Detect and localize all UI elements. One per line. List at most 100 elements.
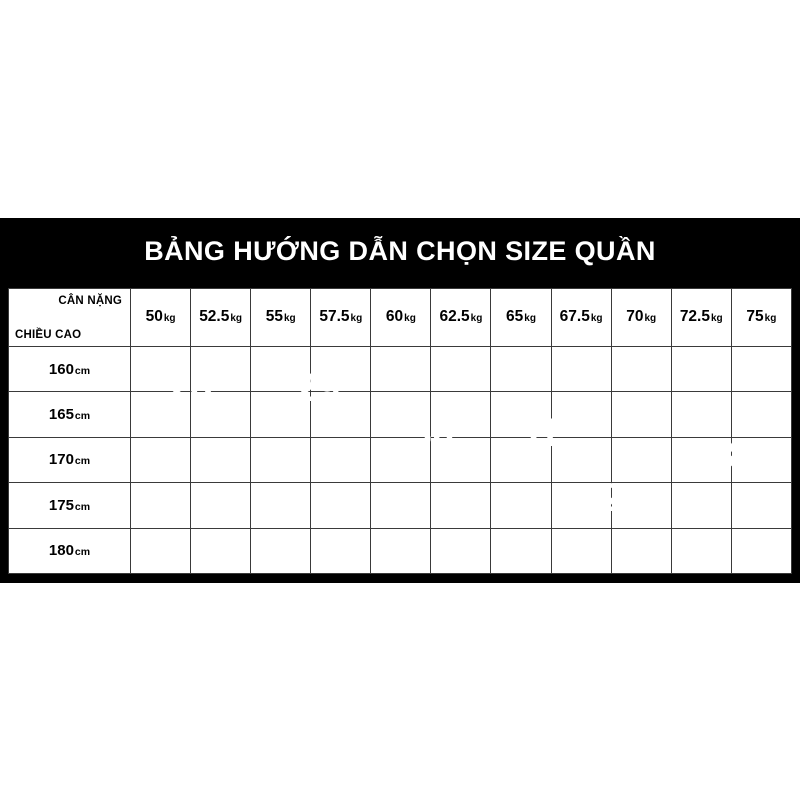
size-cell-165cm-62.5kg[interactable]: [430, 391, 492, 438]
column-header-weight-52.5: 52.5kg: [190, 288, 252, 347]
weight-unit: kg: [710, 313, 723, 325]
size-cell-160cm-60kg[interactable]: [370, 345, 432, 393]
column-header-weight-65: 65kg: [490, 288, 552, 347]
table-row: 170cm: [8, 436, 793, 484]
size-cell-160cm-65kg[interactable]: [490, 345, 552, 393]
size-cell-170cm-75kg[interactable]: [730, 436, 793, 484]
size-cell-165cm-60kg[interactable]: [370, 391, 432, 438]
weight-value: 60: [385, 308, 404, 326]
size-cell-180cm-75kg[interactable]: [730, 527, 793, 574]
size-cell-160cm-62.5kg[interactable]: [430, 345, 492, 393]
size-cell-180cm-60kg[interactable]: [370, 527, 432, 574]
size-cell-160cm-75kg[interactable]: [730, 345, 793, 393]
size-cell-165cm-70kg[interactable]: [610, 391, 672, 438]
weight-unit: kg: [764, 313, 777, 325]
weight-unit: kg: [590, 313, 603, 325]
size-cell-180cm-52.5kg[interactable]: [190, 527, 252, 574]
size-cell-175cm-65kg[interactable]: [490, 482, 552, 529]
size-cell-165cm-55kg[interactable]: [250, 391, 312, 438]
size-cell-175cm-50kg[interactable]: [129, 482, 192, 529]
height-unit: cm: [74, 500, 91, 513]
row-header-height-175: 175cm: [8, 482, 131, 529]
size-cell-175cm-70kg[interactable]: [610, 482, 672, 529]
size-cell-165cm-50kg[interactable]: [129, 391, 192, 438]
weight-value: 62.5: [439, 308, 470, 326]
height-value: 160: [48, 360, 74, 378]
column-header-weight-55: 55kg: [250, 288, 312, 347]
size-cell-175cm-67.5kg[interactable]: [550, 482, 612, 529]
weight-unit: kg: [524, 313, 536, 325]
column-header-weight-62.5: 62.5kg: [430, 288, 492, 347]
size-cell-170cm-50kg[interactable]: [129, 436, 192, 484]
column-header-weight-70: 70kg: [610, 288, 672, 347]
size-cell-170cm-67.5kg[interactable]: [550, 436, 612, 484]
size-cell-165cm-65kg[interactable]: [490, 391, 552, 438]
weight-unit: kg: [283, 313, 296, 325]
size-cell-180cm-55kg[interactable]: [250, 527, 312, 574]
table-row: 175cm: [8, 482, 793, 529]
column-header-weight-72.5: 72.5kg: [670, 288, 732, 347]
weight-value: 65: [506, 308, 524, 326]
size-table: CÂN NẶNG CHIỀU CAO 50kg 52.5kg 55kg 57.5kg 60k…: [8, 288, 793, 574]
table-header-row: CÂN NẶNG CHIỀU CAO 50kg 52.5kg 55kg 57.5kg 60k…: [8, 288, 793, 347]
size-cell-175cm-52.5kg[interactable]: [190, 482, 252, 529]
size-cell-180cm-70kg[interactable]: [610, 527, 672, 574]
height-value: 165: [48, 405, 74, 423]
size-cell-165cm-52.5kg[interactable]: [190, 391, 252, 438]
size-cell-165cm-72.5kg[interactable]: [670, 391, 732, 438]
weight-value: 67.5: [559, 308, 590, 326]
column-header-weight-57.5: 57.5kg: [310, 288, 372, 347]
size-cell-160cm-72.5kg[interactable]: [670, 345, 732, 393]
size-cell-160cm-50kg[interactable]: [129, 345, 192, 393]
table-row: 160cm: [8, 345, 793, 393]
size-cell-165cm-75kg[interactable]: [730, 391, 793, 438]
size-cell-175cm-55kg[interactable]: [250, 482, 312, 529]
size-table-body: CÂN NẶNG CHIỀU CAO 50kg 52.5kg 55kg 57.5kg 60k…: [8, 288, 793, 574]
table-row: 165cm: [8, 391, 793, 438]
size-cell-180cm-67.5kg[interactable]: [550, 527, 612, 574]
size-cell-180cm-65kg[interactable]: [490, 527, 552, 574]
size-cell-160cm-55kg[interactable]: [250, 345, 312, 393]
row-header-height-165: 165cm: [8, 391, 131, 438]
size-cell-160cm-67.5kg[interactable]: [550, 345, 612, 393]
size-cell-170cm-62.5kg[interactable]: [430, 436, 492, 484]
size-cell-180cm-57.5kg[interactable]: [310, 527, 372, 574]
size-cell-170cm-52.5kg[interactable]: [190, 436, 252, 484]
row-header-height-170: 170cm: [8, 436, 131, 484]
weight-value: 50: [145, 308, 163, 326]
size-cell-170cm-72.5kg[interactable]: [670, 436, 732, 484]
size-cell-175cm-72.5kg[interactable]: [670, 482, 732, 529]
row-header-height-160: 160cm: [8, 345, 131, 393]
size-cell-160cm-57.5kg[interactable]: [310, 345, 372, 393]
size-cell-175cm-75kg[interactable]: [730, 482, 793, 529]
size-cell-170cm-55kg[interactable]: [250, 436, 312, 484]
size-cell-170cm-60kg[interactable]: [370, 436, 432, 484]
size-cell-160cm-52.5kg[interactable]: [190, 345, 252, 393]
weight-value: 70: [626, 308, 644, 326]
size-cell-160cm-70kg[interactable]: [610, 345, 672, 393]
size-cell-170cm-65kg[interactable]: [490, 436, 552, 484]
table-row: 180cm: [8, 527, 793, 574]
height-axis-label: CHIỀU CAO: [15, 328, 82, 341]
size-cell-175cm-57.5kg[interactable]: [310, 482, 372, 529]
weight-value: 57.5: [319, 308, 350, 326]
weight-unit: kg: [470, 313, 483, 325]
size-cell-180cm-72.5kg[interactable]: [670, 527, 732, 574]
weight-value: 72.5: [679, 308, 710, 326]
weight-value: 55: [265, 308, 283, 326]
size-cell-170cm-70kg[interactable]: [610, 436, 672, 484]
size-cell-165cm-57.5kg[interactable]: [310, 391, 372, 438]
size-cell-165cm-67.5kg[interactable]: [550, 391, 612, 438]
size-cell-170cm-57.5kg[interactable]: [310, 436, 372, 484]
size-cell-175cm-60kg[interactable]: [370, 482, 432, 529]
height-unit: cm: [74, 546, 91, 559]
axis-corner-cell: CÂN NẶNG CHIỀU CAO: [8, 288, 131, 347]
weight-value: 52.5: [199, 308, 230, 326]
weight-axis-label: CÂN NẶNG: [58, 295, 122, 307]
size-cell-180cm-50kg[interactable]: [129, 527, 192, 574]
size-cell-175cm-62.5kg[interactable]: [430, 482, 492, 529]
height-unit: cm: [74, 364, 91, 377]
weight-value: 75: [746, 308, 764, 326]
size-cell-180cm-62.5kg[interactable]: [430, 527, 492, 574]
